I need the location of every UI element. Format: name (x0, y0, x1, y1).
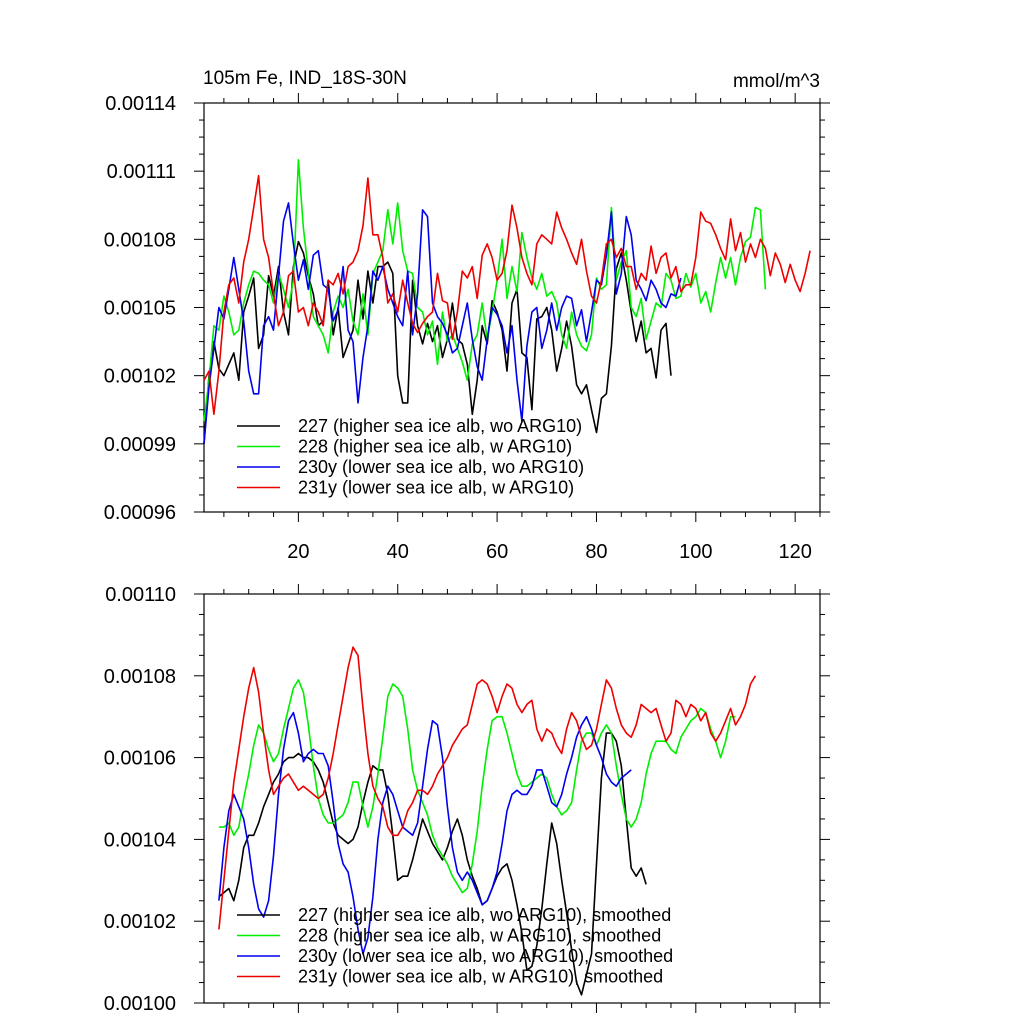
legend-label-231y: 231y (lower sea ice alb, w ARG10), smoot… (298, 967, 663, 987)
x-tick-label: 20 (287, 541, 309, 563)
units-label: mmol/m^3 (733, 71, 820, 92)
series-line-227 (203, 240, 672, 444)
legend-label-228: 228 (higher sea ice alb, w ARG10) (298, 437, 572, 457)
legend-label-228: 228 (higher sea ice alb, w ARG10), smoot… (298, 926, 661, 946)
y-tick-label: 0.00102 (104, 366, 176, 388)
y-tick-label: 0.00104 (104, 829, 176, 851)
series-line-231y (218, 646, 757, 930)
top-panel: 20 40 60 80 100 120 0.00096 0.00099 0.00102 0.001… (104, 93, 830, 563)
y-tick-label: 0.00100 (104, 993, 176, 1015)
y-tick-label: 0.00102 (104, 911, 176, 933)
y-tick-label: 0.00105 (104, 298, 176, 320)
x-tick-label: 60 (486, 541, 508, 563)
series-line-230y (218, 711, 632, 955)
y-tick-label: 0.00108 (104, 666, 176, 688)
x-tick-label: 80 (585, 541, 607, 563)
legend-label-227: 227 (higher sea ice alb, wo ARG10) (298, 416, 582, 436)
series-line-231y (203, 174, 811, 416)
y-tick-label: 0.00106 (104, 748, 176, 770)
chart-title: 105m Fe, IND_18S-30N (203, 68, 407, 89)
x-tick-label: 40 (387, 541, 409, 563)
series-line-228 (218, 679, 736, 894)
series-line-227 (218, 732, 647, 996)
y-tick-label: 0.00099 (104, 434, 176, 456)
series-line-230y (203, 202, 682, 444)
legend-label-230y: 230y (lower sea ice alb, wo ARG10) (298, 457, 584, 477)
legend-label-231y: 231y (lower sea ice alb, w ARG10) (298, 478, 574, 498)
x-tick-label: 100 (679, 541, 712, 563)
y-tick-label: 0.00111 (107, 161, 176, 183)
y-tick-label: 0.00108 (104, 229, 176, 251)
y-tick-label: 0.00114 (105, 93, 176, 115)
legend-label-230y: 230y (lower sea ice alb, wo ARG10), smoo… (298, 946, 673, 966)
legend-label-227: 227 (higher sea ice alb, wo ARG10), smoo… (298, 905, 671, 925)
y-tick-label: 0.00096 (104, 502, 176, 524)
bottom-panel: 0.00100 0.00102 0.00104 0.00106 0.00108 0.001… (104, 584, 830, 1015)
y-tick-label: 0.00110 (105, 584, 176, 606)
series-line-228 (203, 159, 767, 422)
x-tick-label: 120 (778, 541, 811, 563)
